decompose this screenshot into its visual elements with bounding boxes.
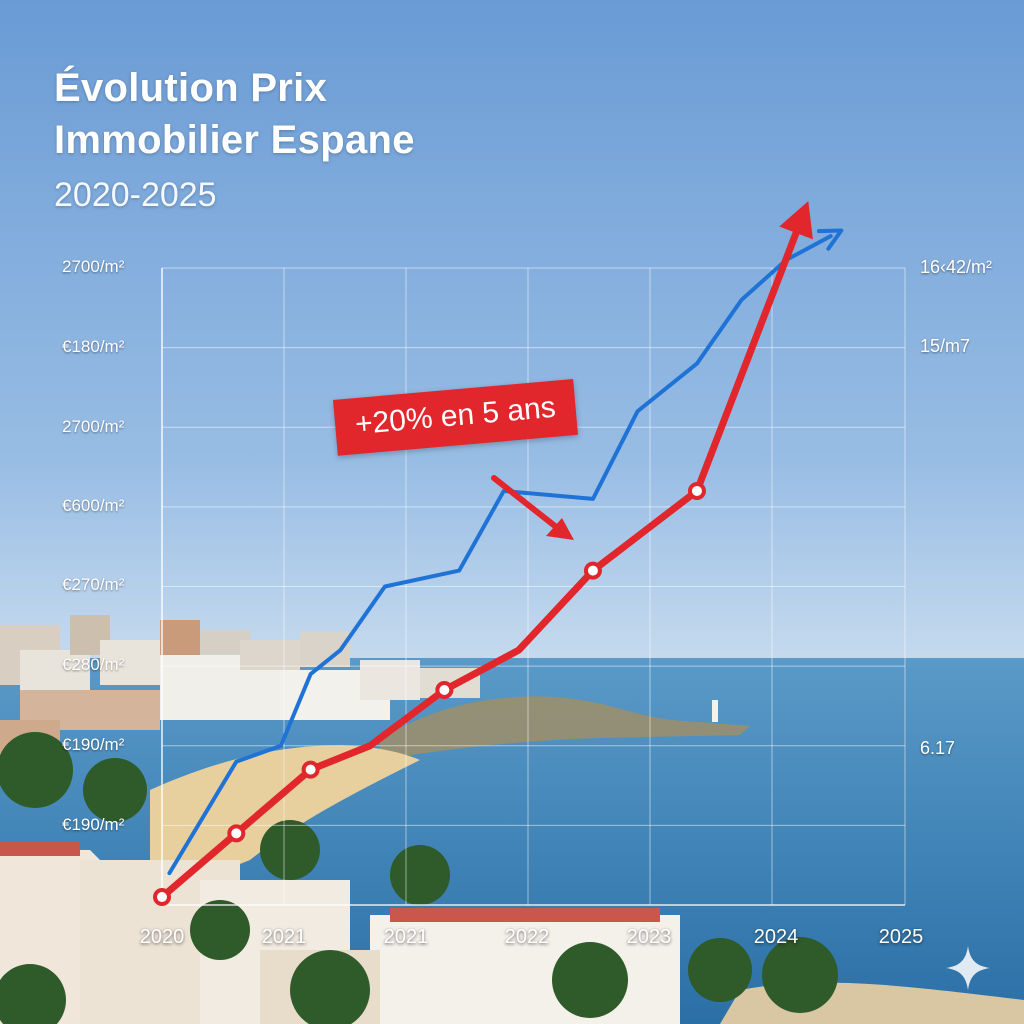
x-tick-label: 2021 <box>261 926 307 948</box>
x-tick-label: 2025 <box>878 926 924 948</box>
subtitle: 2020-2025 <box>54 176 217 214</box>
right-tick-label: 15/m7 <box>920 336 971 356</box>
y-tick-label: €600/m² <box>62 496 125 515</box>
y-tick-label: 2700/m² <box>62 257 125 276</box>
title-line-1: Évolution Prix <box>54 66 328 110</box>
data-point-marker <box>687 481 706 500</box>
sparkle-icon <box>946 946 990 990</box>
data-point-marker <box>227 824 246 843</box>
title-line-2: Immobilier Espane <box>54 118 415 162</box>
data-point-marker <box>153 888 171 907</box>
y-tick-label: 2700/m² <box>62 417 125 436</box>
series-arrowhead-blue <box>816 228 844 251</box>
palm-trees <box>0 732 838 1024</box>
data-point-marker <box>435 681 454 700</box>
y-tick-label: €190/m² <box>62 815 125 834</box>
right-tick-label: 16‹42/m² <box>920 257 993 277</box>
y-tick-label: €180/m² <box>62 337 125 356</box>
callout-pointer <box>491 475 563 533</box>
data-point-marker <box>301 760 320 779</box>
series-line-blue <box>167 234 833 876</box>
lighthouse <box>712 700 718 722</box>
y-tick-label: €280/m² <box>62 655 125 674</box>
y-tick-label: €190/m² <box>62 735 125 754</box>
data-point-marker <box>583 561 602 580</box>
callout-pointer-head <box>546 518 574 540</box>
y-tick-label: €270/m² <box>62 575 125 594</box>
headland <box>380 696 750 760</box>
x-tick-label: 2021 <box>383 926 429 948</box>
x-tick-label: 2020 <box>139 926 185 948</box>
x-tick-label: 2024 <box>753 926 799 948</box>
right-tick-label: 6.17 <box>920 738 956 758</box>
x-tick-label: 2023 <box>626 926 672 948</box>
series-line-red <box>158 216 805 901</box>
x-tick-label: 2022 <box>504 926 550 948</box>
series-arrowhead-red <box>779 201 813 240</box>
